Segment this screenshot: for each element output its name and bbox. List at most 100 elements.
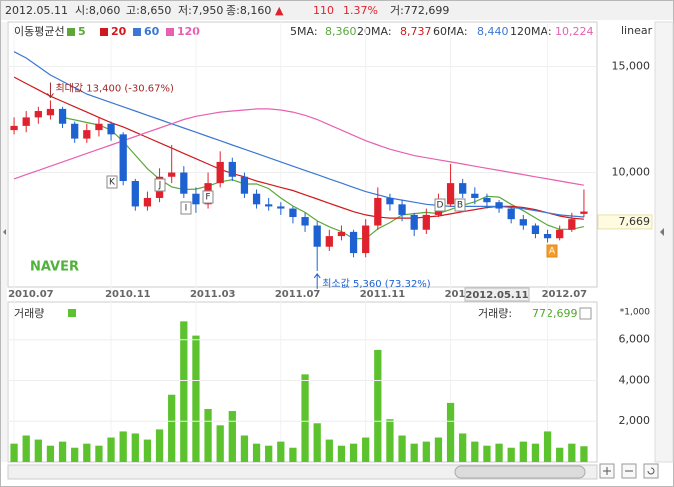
volume-bar [83, 443, 91, 462]
event-marker[interactable] [180, 201, 192, 215]
volume-bar [34, 439, 42, 462]
candle-body [58, 108, 67, 124]
volume-value: 772,699 [532, 307, 578, 320]
candle-body [556, 229, 564, 239]
volume-unit: *1,000 [620, 308, 651, 318]
candle-body [168, 172, 176, 177]
y-tick-label: 4,000 [619, 373, 651, 386]
candle-body [46, 108, 55, 116]
candle-body [459, 183, 467, 194]
event-marker[interactable] [202, 190, 214, 204]
header-change-pct: 1.37% [343, 4, 378, 17]
candle-body [277, 206, 285, 209]
header-change: 110 [313, 4, 334, 17]
event-marker[interactable] [454, 198, 466, 212]
event-marker[interactable] [106, 175, 118, 189]
event-marker[interactable] [154, 178, 166, 192]
header-low: 저:7,950 [178, 4, 223, 17]
candle-body [252, 193, 261, 205]
close-button[interactable] [579, 307, 592, 320]
scroll-thumb[interactable] [454, 465, 586, 479]
volume-bar [10, 443, 18, 462]
volume-bar [580, 446, 588, 462]
header-arrow: ▲ [275, 4, 284, 17]
candle-body [301, 217, 309, 226]
candle-body [265, 204, 273, 207]
ma-line [13, 51, 584, 218]
volume-bar [22, 435, 30, 462]
volume-bar [398, 435, 406, 462]
volume-bar [180, 321, 188, 462]
button-icons [603, 467, 655, 475]
bottom-scroll[interactable] [7, 464, 598, 480]
max-arrow [47, 82, 54, 99]
volume-bar [483, 445, 491, 462]
volume-bar [531, 443, 540, 462]
candle-body [507, 208, 515, 220]
price-marker [597, 214, 653, 230]
left-scroll[interactable] [1, 22, 7, 462]
candle-body [349, 231, 358, 254]
ma-legend-label: 60 [144, 25, 160, 38]
candle-body [131, 181, 139, 207]
ma-info-value: 8,360 [325, 25, 357, 38]
event-marker[interactable] [546, 244, 558, 258]
candle-body [10, 125, 18, 131]
candle-body [568, 219, 576, 230]
volume-bar [119, 431, 127, 462]
candle-body [410, 214, 418, 230]
min-arrow [313, 273, 321, 289]
y-tick-label: 10,000 [612, 166, 651, 179]
y-tick-label: 6,000 [619, 333, 651, 346]
ma-legend-label: 120 [177, 25, 200, 38]
candle-body [471, 193, 479, 198]
volume-bar [46, 445, 55, 462]
header-high: 고:8,650 [126, 4, 171, 17]
header-close: 종:8,160 [226, 4, 271, 17]
side-scroll[interactable] [654, 21, 674, 463]
scale-mode[interactable]: linear [621, 24, 653, 37]
volume-bar [313, 423, 321, 462]
ma-info-value: 8,440 [477, 25, 509, 38]
ma-title: 이동평균선 [14, 25, 65, 38]
y-tick-label: 15,000 [612, 60, 651, 73]
volume-bar [252, 443, 261, 462]
candle-body [580, 211, 588, 214]
volume-bar [519, 441, 527, 462]
reset[interactable] [643, 463, 659, 479]
candle-body [374, 197, 382, 226]
ma-legend-swatch [67, 28, 75, 36]
event-label: K [109, 178, 116, 188]
min-label: 최소값 5,360 (73.32%) [322, 278, 431, 290]
ma-line [13, 76, 584, 220]
volume-bar [204, 409, 212, 462]
watermark: NAVER [30, 260, 79, 275]
candle-body [446, 183, 455, 205]
candle-body [398, 204, 406, 215]
candle-body [216, 161, 224, 184]
candle-body [543, 234, 552, 239]
volume-bar [374, 349, 382, 462]
x-tick-label: 2011.03 [190, 289, 236, 300]
candle-body [228, 161, 236, 177]
y-tick-label: 2,000 [619, 414, 651, 427]
candle-body [519, 219, 527, 226]
header-bar [1, 1, 673, 20]
candle-body [192, 193, 200, 205]
event-marker[interactable] [434, 198, 446, 212]
volume-bar [446, 402, 455, 462]
candle-body [34, 111, 42, 118]
candle-body [531, 225, 540, 234]
volume-title: 거래량 [14, 307, 44, 320]
header-open: 시:8,060 [75, 4, 120, 17]
x-tick-label: 2010.07 [8, 289, 54, 300]
volume-legend-swatch [68, 309, 76, 317]
volume-bar [568, 443, 576, 462]
event-label: F [205, 193, 210, 203]
candle-body [180, 172, 188, 194]
ma-legend-swatch [133, 28, 141, 36]
volume-bar [386, 419, 394, 462]
volume-bar [155, 429, 164, 462]
candle-body [386, 197, 394, 205]
volume-bar [495, 443, 503, 462]
